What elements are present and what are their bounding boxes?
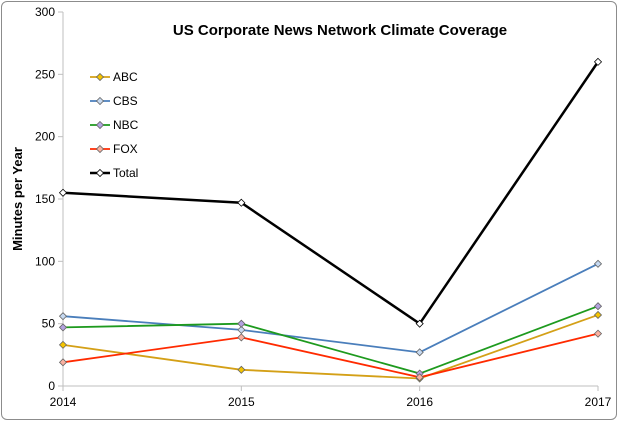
legend-marker <box>95 72 105 82</box>
data-point <box>237 319 246 328</box>
series-total <box>58 57 603 328</box>
legend-label: CBS <box>113 94 138 108</box>
data-point <box>58 323 68 332</box>
y-tick-label: 100 <box>35 254 55 268</box>
y-tick-label: 300 <box>35 5 55 19</box>
legend-label: ABC <box>113 70 138 84</box>
x-tick-label: 2017 <box>585 395 612 409</box>
legend-item-abc: ABC <box>90 70 138 84</box>
data-point <box>237 198 246 207</box>
data-point <box>593 259 603 268</box>
legend-item-nbc: NBC <box>90 118 139 132</box>
data-point <box>237 333 246 342</box>
data-point <box>58 188 68 197</box>
data-point <box>593 310 603 320</box>
data-point <box>58 340 68 349</box>
y-tick-label: 50 <box>42 317 56 331</box>
legend-item-total: Total <box>90 166 138 180</box>
y-tick-label: 200 <box>35 130 55 144</box>
series-line-nbc <box>62 305 599 375</box>
data-point <box>58 312 68 321</box>
data-point <box>415 319 424 328</box>
legend-item-fox: FOX <box>90 142 138 156</box>
x-tick-label: 2014 <box>50 395 77 409</box>
series-line-total <box>62 61 600 326</box>
legend-marker <box>95 144 105 154</box>
legend-label: NBC <box>113 118 139 132</box>
series-abc <box>58 310 603 383</box>
series-line-cbs <box>62 263 599 354</box>
data-point <box>415 348 424 357</box>
y-tick-label: 150 <box>35 192 55 206</box>
series-line-abc <box>62 314 599 380</box>
y-axis-label: Minutes per Year <box>10 147 25 251</box>
data-point <box>237 365 246 374</box>
data-point <box>415 373 424 382</box>
series-nbc <box>58 302 603 378</box>
data-point <box>593 329 603 338</box>
series-fox <box>58 329 603 382</box>
data-point <box>58 358 68 367</box>
y-tick-label: 0 <box>48 379 55 393</box>
x-tick-label: 2015 <box>228 395 255 409</box>
data-point <box>593 302 603 311</box>
y-tick-label: 250 <box>35 67 55 81</box>
data-point <box>593 57 603 66</box>
legend-marker <box>95 96 105 106</box>
legend-marker <box>95 120 105 130</box>
x-tick-label: 2016 <box>406 395 433 409</box>
chart-title: US Corporate News Network Climate Covera… <box>173 22 507 39</box>
legend-marker <box>95 168 105 178</box>
legend-item-cbs: CBS <box>90 94 138 108</box>
legend-label: FOX <box>113 142 138 156</box>
series-cbs <box>58 259 603 357</box>
legend-label: Total <box>113 166 138 180</box>
series-line-fox <box>62 332 599 379</box>
